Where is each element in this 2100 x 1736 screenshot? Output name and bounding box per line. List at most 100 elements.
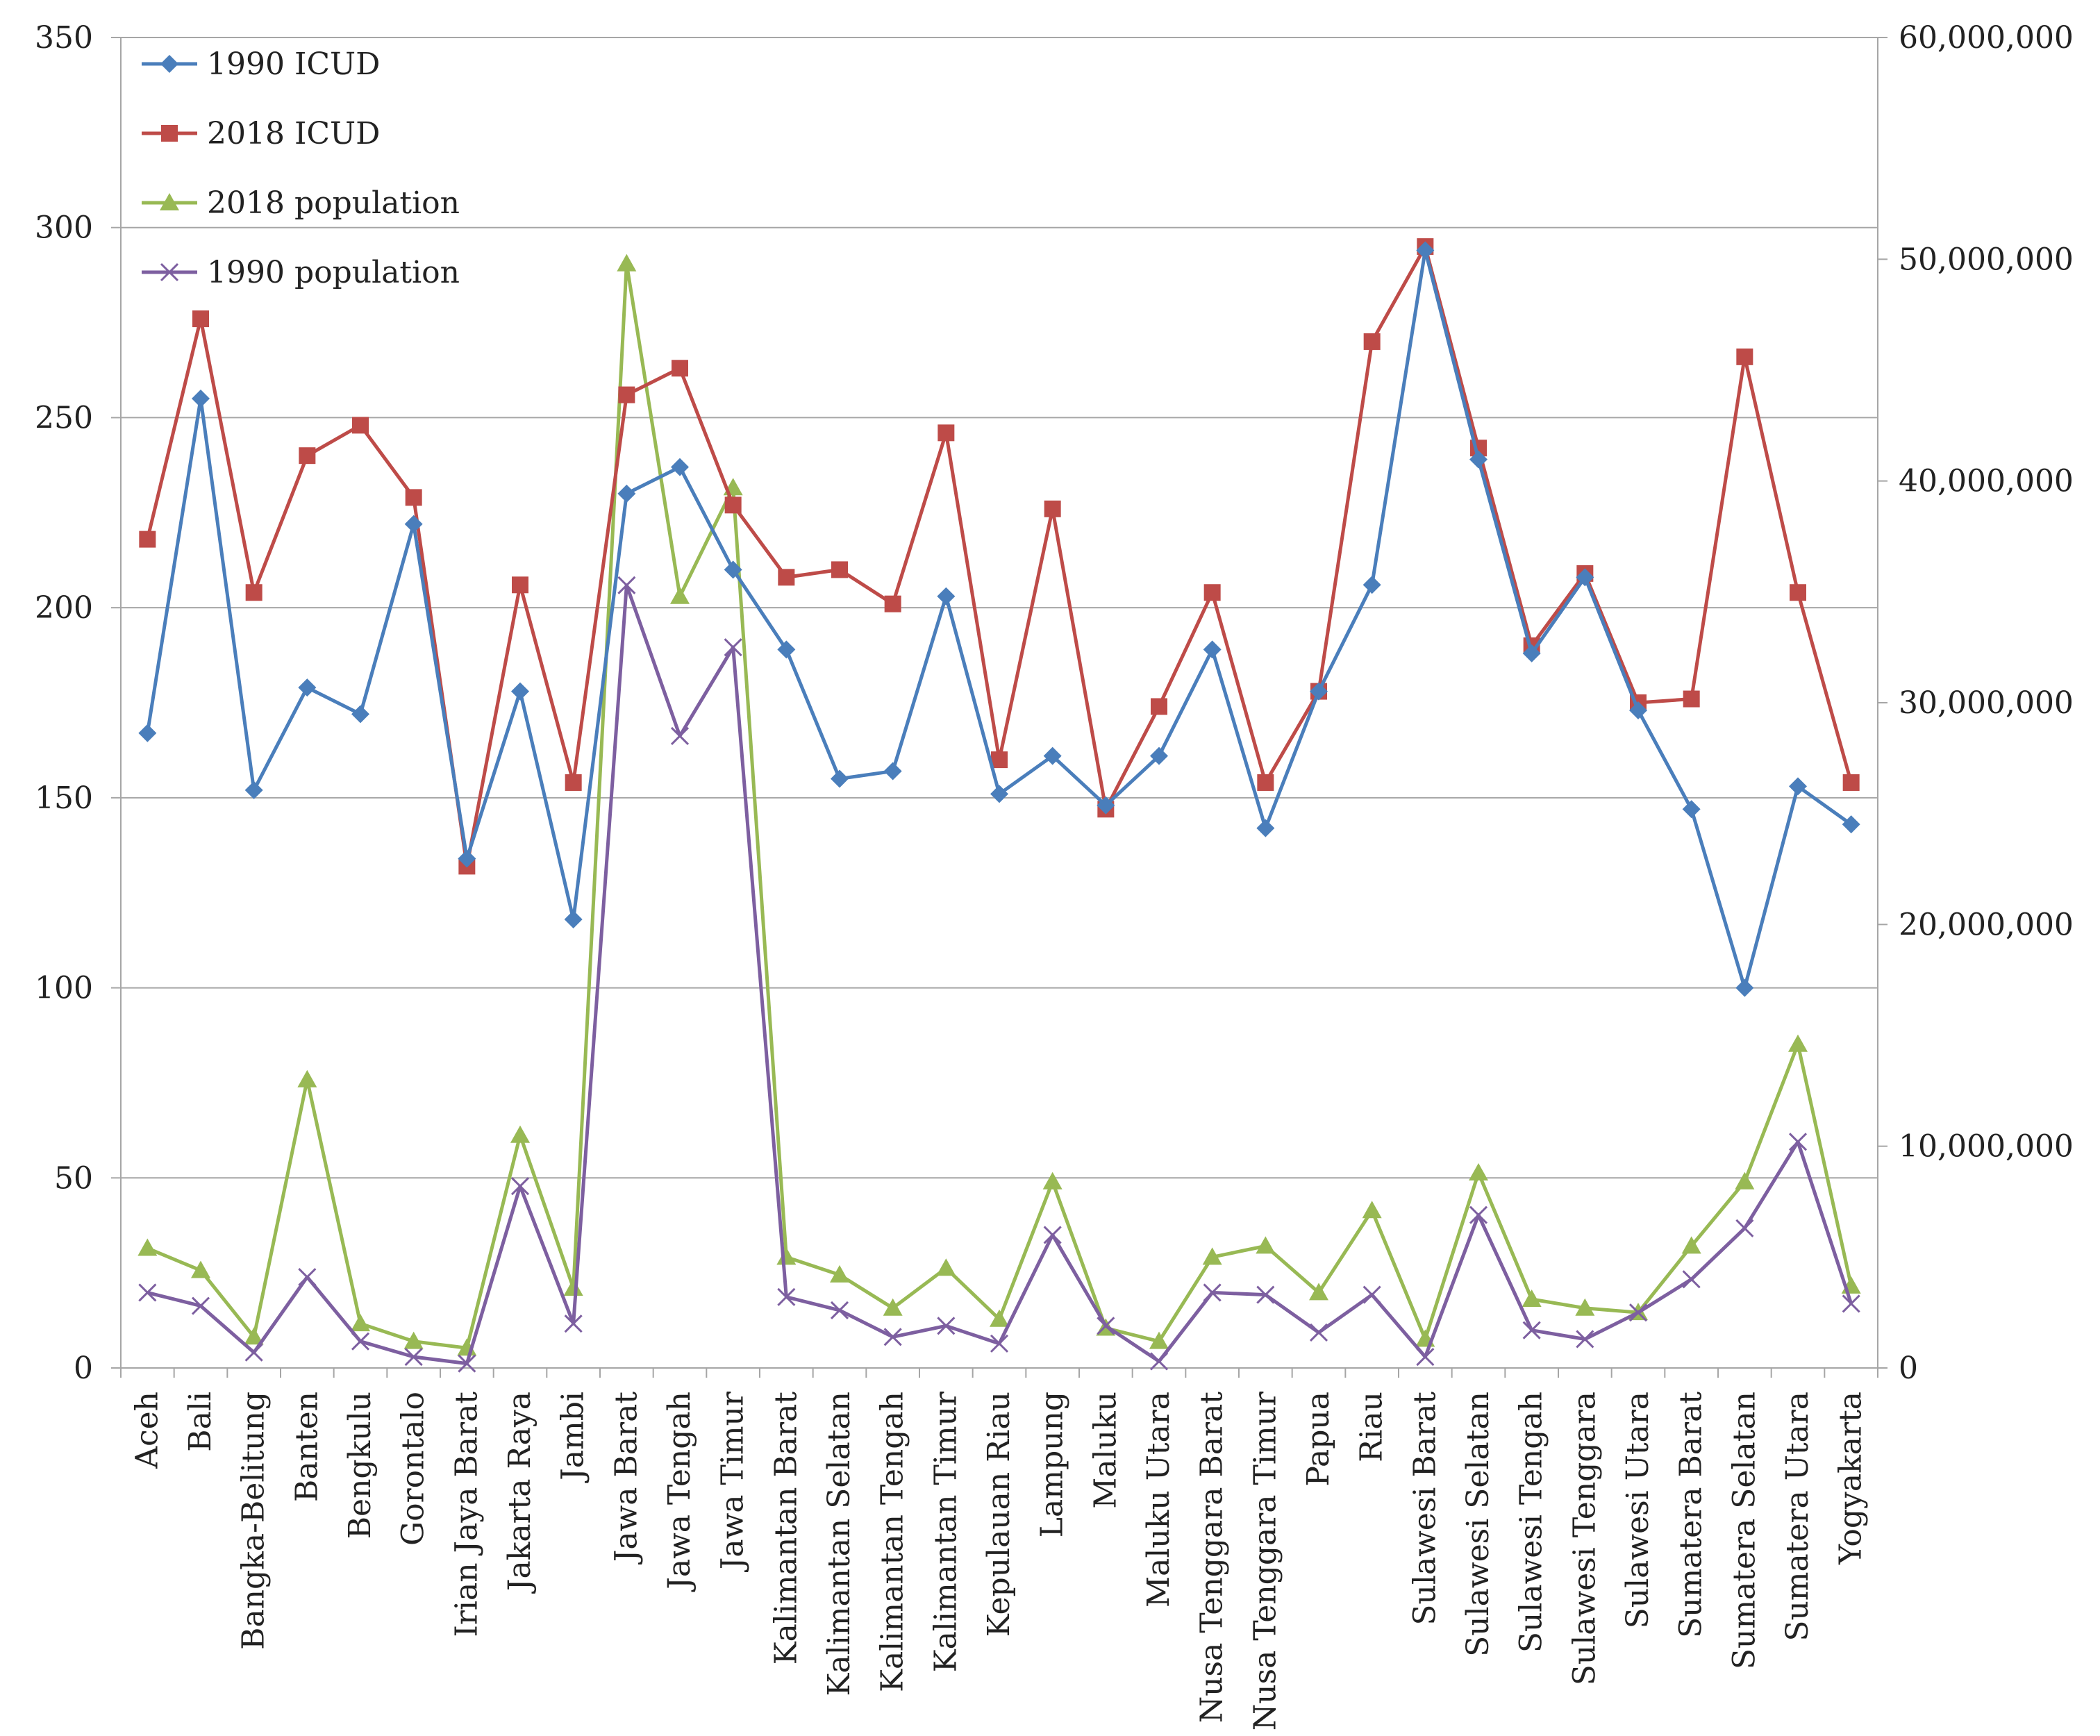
series-layer [138, 238, 1861, 1373]
data-point-1990-icud [1682, 800, 1701, 819]
y-tick-label: 100 [35, 971, 93, 1006]
data-point-2018-population [244, 1327, 264, 1345]
data-point-2018-population [351, 1314, 370, 1332]
data-point-1990-icud [564, 910, 583, 929]
data-point-1990-population [1788, 1133, 1808, 1151]
data-point-1990-population [1842, 1294, 1860, 1313]
data-point-1990-population [1256, 1285, 1275, 1304]
data-point-1990-icud [1310, 682, 1328, 701]
data-point-1990-icud [883, 762, 902, 781]
series-2018-population [138, 253, 1861, 1356]
y2-tick-label: 50,000,000 [1899, 242, 2074, 277]
data-point-2018-population [1042, 1171, 1062, 1190]
data-point-1990-population [1416, 1347, 1435, 1367]
right-axis-ticks: 0 10,000,000 20,000,000 30,000,000 40,000,00… [1878, 20, 2074, 1386]
x-tick-label: Bangka-Belitung [236, 1392, 272, 1650]
x-tick-label: Kepulauan Riau [981, 1392, 1017, 1637]
x-tick-label: Nusa Tenggara Timur [1247, 1391, 1283, 1730]
data-point-2018-population [617, 253, 637, 272]
data-point-1990-icud [1522, 644, 1541, 662]
x-tick-label: Gorontalo [396, 1392, 431, 1546]
legend-marker [161, 125, 178, 142]
data-point-2018-icud [1044, 500, 1061, 517]
x-tick-label: Sulawesi Barat [1407, 1392, 1442, 1626]
data-point-1990-icud [192, 390, 210, 408]
data-point-2018-population [670, 586, 690, 604]
x-tick-label: Sumatera Utara [1780, 1392, 1815, 1642]
data-point-2018-icud [938, 424, 955, 442]
x-tick-label: Bengkulu [342, 1392, 378, 1539]
data-point-2018-population [936, 1258, 956, 1276]
x-tick-label: Jawa Timur [715, 1391, 751, 1572]
data-point-2018-population [563, 1278, 583, 1296]
data-point-2018-icud [1790, 584, 1806, 601]
legend-marker [160, 193, 179, 210]
x-tick-label: Maluku Utara [1141, 1392, 1176, 1608]
data-point-1990-population [404, 1347, 423, 1367]
data-point-1990-icud [1469, 450, 1488, 469]
data-point-2018-icud [778, 569, 795, 586]
data-point-1990-icud [1362, 576, 1381, 594]
data-point-1990-population [1362, 1285, 1381, 1304]
x-tick-label: Jawa Tengah [662, 1392, 697, 1592]
data-point-1990-icud [1735, 978, 1754, 997]
data-point-1990-population [1043, 1226, 1062, 1244]
data-point-1990-population [1203, 1283, 1222, 1302]
data-point-1990-population [937, 1317, 956, 1335]
data-point-1990-icud [1629, 701, 1647, 719]
y2-tick-label: 40,000,000 [1899, 464, 2074, 499]
data-point-2018-population [403, 1331, 424, 1349]
legend-marker [160, 262, 179, 282]
x-tick-label: Kalimantan Tengah [875, 1392, 910, 1692]
data-point-1990-icud [351, 705, 369, 724]
data-point-1990-icud [1203, 640, 1222, 659]
x-tick-label: Sulawesi Utara [1620, 1392, 1656, 1628]
data-point-1990-population [351, 1332, 370, 1351]
data-point-1990-population [617, 576, 636, 594]
data-point-1990-icud [298, 678, 317, 697]
x-tick-label: Jakarta Raya [502, 1392, 538, 1594]
data-point-2018-icud [1736, 348, 1753, 365]
y-tick-label: 300 [35, 210, 93, 246]
y-tick-label: 250 [35, 400, 93, 435]
x-tick-label: Riau [1354, 1392, 1390, 1462]
y-tick-label: 350 [35, 20, 93, 56]
data-point-1990-population [1682, 1270, 1701, 1289]
data-point-2018-icud [1683, 690, 1700, 708]
data-point-2018-population [510, 1125, 530, 1143]
legend-label: 1990 population [207, 255, 460, 290]
data-point-1990-population [883, 1328, 902, 1346]
data-point-2018-icud [192, 310, 209, 328]
series-line-1990-population [147, 583, 1853, 1366]
data-point-1990-population [1469, 1205, 1488, 1224]
category-axis-ticks: Aceh Bali Bangka-Belitung Banten Bengkulu Gor… [120, 1368, 1878, 1730]
data-point-1990-population [1097, 1317, 1115, 1335]
data-point-1990-population [564, 1314, 583, 1333]
x-tick-label: Sumatera Barat [1674, 1392, 1709, 1638]
data-point-2018-icud [1842, 774, 1860, 791]
data-point-1990-icud [244, 781, 263, 799]
data-point-1990-icud [1576, 568, 1594, 587]
data-point-2018-icud [565, 774, 582, 791]
data-point-2018-population [1149, 1331, 1169, 1349]
data-point-1990-population [670, 726, 690, 745]
data-point-2018-population [1362, 1201, 1382, 1219]
data-point-2018-population [1788, 1034, 1808, 1052]
series-2018-icud [139, 238, 1860, 875]
data-point-2018-population [1309, 1283, 1328, 1301]
data-point-1990-population [1735, 1219, 1754, 1237]
data-point-1990-population [830, 1301, 849, 1320]
data-point-2018-population [1522, 1290, 1542, 1308]
data-point-1990-icud [138, 724, 157, 742]
legend-label: 2018 ICUD [207, 116, 380, 151]
x-tick-label: Sulawesi Selatan [1460, 1392, 1496, 1657]
x-tick-label: Bali [183, 1392, 218, 1452]
data-point-2018-population [990, 1309, 1009, 1327]
left-axis-ticks: 0 50 100 150 200 250 300 350 [35, 20, 121, 1386]
data-point-1990-population [244, 1343, 263, 1362]
x-tick-label: Kalimantan Timur [928, 1391, 963, 1672]
y-tick-label: 0 [74, 1351, 93, 1386]
x-tick-label: Sulawesi Tenggara [1567, 1392, 1602, 1685]
data-point-2018-population [138, 1238, 158, 1256]
series-1990-icud [138, 241, 1860, 997]
